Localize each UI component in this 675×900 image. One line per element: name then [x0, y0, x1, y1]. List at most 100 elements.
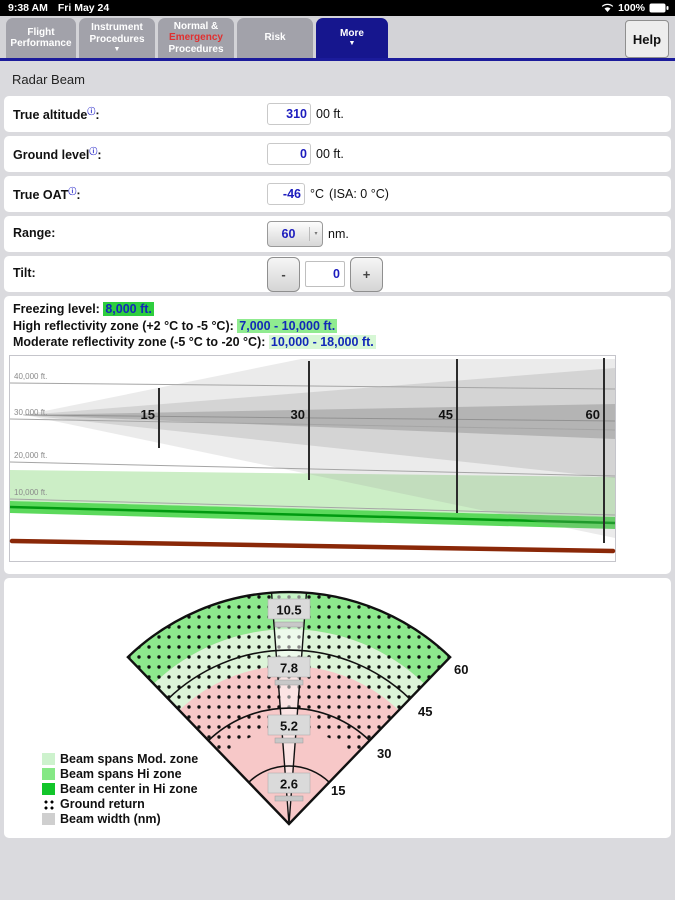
legend-item: Ground return [42, 797, 198, 812]
sector-range-label: 30 [377, 746, 391, 761]
legend-label: Beam spans Mod. zone [60, 751, 199, 766]
tab-instrument-procedures[interactable]: Instrument Procedures ▼ [79, 18, 155, 58]
beam-width-value: 5.2 [280, 718, 298, 733]
tab-label: Normal & [173, 20, 219, 32]
tab-normal-emergency-procedures[interactable]: Normal & Emergency Procedures [158, 18, 234, 58]
sector-outline [126, 590, 452, 826]
page-title: Radar Beam [12, 72, 85, 87]
legend-item: Beam center in Hi zone [42, 782, 198, 797]
sector-range-label: 45 [418, 704, 432, 719]
tab-risk[interactable]: Risk [237, 18, 313, 58]
tilt-plus-button[interactable]: + [350, 256, 383, 292]
battery-icon [649, 3, 669, 13]
beam-width-value: 7.8 [280, 660, 298, 675]
mod-zone-value: 10,000 - 18,000 ft. [268, 335, 376, 349]
tab-label: Performance [10, 38, 72, 49]
chevron-down-icon: ▼ [113, 46, 121, 53]
profile-chart: 40,000 ft. 30,000 ft. 20,000 ft. 10,000 … [9, 354, 671, 567]
tab-bar: Flight Performance Instrument Procedures… [0, 16, 675, 61]
altitude-tick-label: 20,000 ft. [14, 451, 47, 460]
row-true-altitude: True altitudeⓘ: 00 ft. [4, 96, 671, 132]
legend-item: Beam width (nm) [42, 812, 198, 827]
ground-level-unit: 00 ft. [316, 147, 344, 161]
arc-15 [248, 764, 330, 783]
beam-outer-wedge [25, 358, 615, 538]
battery-percent: 100% [618, 2, 645, 14]
tab-more[interactable]: More ▼ [316, 18, 388, 58]
range-tick-label: 15 [141, 407, 155, 422]
help-button[interactable]: Help [625, 20, 669, 58]
hi-zone-line: High reflectivity zone (+2 °C to -5 °C):… [13, 318, 338, 333]
info-icon[interactable]: ⓘ [68, 187, 77, 196]
beam-width-value: 10.5 [276, 602, 301, 617]
row-tilt: Tilt: - + [4, 256, 671, 292]
sector-legend: Beam spans Mod. zone Beam spans Hi zone … [42, 752, 198, 827]
isa-note: (ISA: 0 °C) [329, 187, 389, 201]
hi-zone-value: 7,000 - 10,000 ft. [237, 318, 338, 333]
true-altitude-input[interactable] [267, 103, 311, 125]
mod-zone-line: Moderate reflectivity zone (-5 °C to -20… [13, 335, 376, 349]
info-icon[interactable]: ⓘ [87, 107, 96, 116]
row-range: Range: 60 ▾ nm. [4, 216, 671, 252]
true-oat-label: True OATⓘ: [13, 187, 81, 203]
ground-line [9, 538, 616, 553]
info-icon[interactable]: ⓘ [89, 147, 98, 156]
legend-item: Beam spans Hi zone [42, 767, 198, 782]
true-altitude-label: True altitudeⓘ: [13, 107, 100, 123]
range-tick-label: 30 [291, 407, 305, 422]
status-date: Fri May 24 [57, 2, 110, 14]
freezing-level-value: 8,000 ft. [103, 302, 154, 316]
legend-swatch-hi-zone [42, 768, 55, 780]
beam-width-marker-30: 5.2 [267, 714, 311, 743]
beam-width-marker-45: 7.8 [267, 656, 311, 685]
tab-label-emergency: Emergency [169, 32, 223, 44]
true-oat-input[interactable] [267, 183, 305, 205]
tab-label: Risk [264, 32, 286, 44]
chevron-down-icon: ▼ [348, 40, 356, 48]
arc-45 [167, 648, 411, 699]
ground-level-input[interactable] [267, 143, 311, 165]
altitude-tick-label: 10,000 ft. [14, 488, 47, 497]
tab-label: Procedures [168, 43, 224, 55]
altitude-tick-label: 30,000 ft. [14, 408, 47, 417]
tab-label: Procedures [89, 33, 145, 45]
true-altitude-unit: 00 ft. [316, 107, 344, 121]
range-select[interactable]: 60 ▾ [267, 221, 323, 247]
sector-range-label: 15 [331, 783, 345, 798]
legend-swatch-center-hi-zone [42, 783, 55, 795]
freezing-level-line-graphic [9, 505, 616, 524]
freezing-level-line: Freezing level: 8,000 ft. [13, 302, 154, 316]
row-ground-level: Ground levelⓘ: 00 ft. [4, 136, 671, 172]
tilt-label: Tilt: [13, 266, 36, 280]
arc-30 [207, 706, 371, 741]
sector-chart-svg: 10.5 7.8 5.2 2.6 60 45 30 15 [126, 590, 468, 826]
legend-label: Beam center in Hi zone [60, 781, 198, 796]
beam-centerline [24, 414, 616, 421]
legend-swatch-mod-zone [42, 753, 55, 765]
sector-range-label: 60 [454, 662, 468, 677]
beam-width-marker-15: 2.6 [267, 772, 311, 801]
moderate-zone-band [10, 469, 615, 517]
range-unit: nm. [328, 227, 349, 241]
tab-label: Flight [27, 26, 55, 38]
tilt-input[interactable] [305, 261, 345, 287]
range-tick-label: 60 [586, 407, 600, 422]
legend-label: Ground return [60, 796, 145, 811]
legend-item: Beam spans Mod. zone [42, 752, 198, 767]
beam-width-marker-60: 10.5 [267, 598, 311, 627]
tab-label: Instrument [91, 22, 143, 33]
beam-width-value: 2.6 [280, 776, 298, 791]
status-bar: 9:38 AM Fri May 24 100% [0, 0, 675, 16]
beam-core-wedge [25, 403, 615, 439]
legend-label: Beam spans Hi zone [60, 766, 182, 781]
ground-level-label: Ground levelⓘ: [13, 147, 102, 163]
range-label: Range: [13, 226, 56, 240]
tilt-minus-button[interactable]: - [267, 256, 300, 292]
range-tick-label: 45 [439, 407, 453, 422]
profile-chart-svg: 40,000 ft. 30,000 ft. 20,000 ft. 10,000 … [9, 354, 616, 562]
tab-flight-performance[interactable]: Flight Performance [6, 18, 76, 58]
legend-label: Beam width (nm) [60, 811, 161, 826]
sector-card: 10.5 7.8 5.2 2.6 60 45 30 15 [4, 577, 671, 838]
select-arrow-icon: ▾ [309, 227, 322, 241]
row-true-oat: True OATⓘ: °C (ISA: 0 °C) [4, 176, 671, 212]
